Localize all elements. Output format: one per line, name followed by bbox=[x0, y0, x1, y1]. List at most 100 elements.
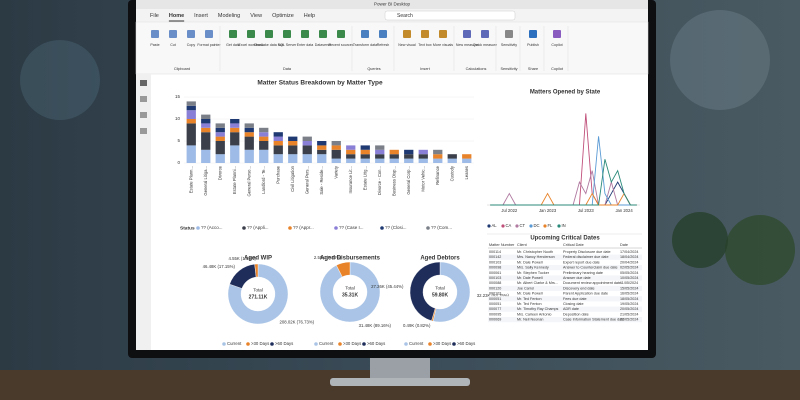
legend-label[interactable]: DC bbox=[534, 223, 540, 228]
ribbon-icon[interactable] bbox=[265, 30, 273, 38]
ribbon-button-label[interactable]: Sensitivity bbox=[501, 43, 517, 47]
nav-icon[interactable] bbox=[140, 128, 147, 134]
ribbon-icon[interactable] bbox=[301, 30, 309, 38]
menu-tab[interactable]: Home bbox=[169, 13, 184, 19]
ribbon-button-label[interactable]: OneLake data hub bbox=[254, 43, 284, 47]
bar-segment bbox=[201, 149, 211, 163]
nav-icon[interactable] bbox=[140, 80, 147, 86]
ribbon-button-label[interactable]: Refresh bbox=[377, 43, 390, 47]
ribbon-button-label[interactable]: Excel workbook bbox=[238, 43, 263, 47]
menu-tab[interactable]: File bbox=[150, 13, 159, 19]
ribbon-button-label[interactable]: Text box bbox=[418, 43, 432, 47]
menu-tab[interactable]: Help bbox=[304, 13, 315, 19]
bar-segment bbox=[331, 145, 341, 150]
column-header[interactable]: Critical Date bbox=[563, 243, 584, 247]
ribbon-icon[interactable] bbox=[229, 30, 237, 38]
chart-title: Matter Status Breakdown by Matter Type bbox=[257, 80, 383, 87]
ribbon-button-label[interactable]: Get data bbox=[226, 43, 240, 47]
legend-marker bbox=[557, 224, 561, 228]
x-tick-label: Leases bbox=[464, 166, 469, 180]
table-cell: 000088 bbox=[489, 281, 501, 285]
legend-label[interactable]: CA bbox=[506, 223, 512, 228]
table-cell: 19/05/2024 bbox=[620, 302, 638, 306]
bar-segment bbox=[259, 141, 269, 150]
bar-segment bbox=[259, 132, 269, 137]
ribbon-button-label[interactable]: Recent sources bbox=[329, 43, 354, 47]
legend-label[interactable]: >60 Days bbox=[275, 341, 293, 346]
ribbon-icon[interactable] bbox=[505, 30, 513, 38]
ribbon-button-label[interactable]: Copy bbox=[187, 43, 196, 47]
bar-segment bbox=[186, 110, 196, 119]
column-header[interactable]: Matter Number bbox=[489, 243, 515, 247]
legend-label[interactable]: >30 Days bbox=[251, 341, 269, 346]
search-box[interactable] bbox=[384, 10, 516, 21]
legend-label[interactable]: IN bbox=[562, 223, 566, 228]
legend-label[interactable]: ?? (Closi... bbox=[385, 225, 407, 230]
table-cell: Mr. Dale Powell bbox=[517, 292, 543, 296]
ribbon-button-label[interactable]: Quick measure bbox=[473, 43, 497, 47]
legend-label[interactable]: ?? (Case I... bbox=[339, 225, 364, 230]
legend-label[interactable]: >30 Days bbox=[343, 341, 361, 346]
ribbon-button-label[interactable]: Cut bbox=[170, 43, 176, 47]
ribbon-icon[interactable] bbox=[379, 30, 387, 38]
ribbon-icon[interactable] bbox=[403, 30, 411, 38]
ribbon-button-label[interactable]: New measure bbox=[456, 43, 478, 47]
data-label: 46.48K (17.15%) bbox=[203, 264, 236, 269]
legend-label[interactable]: Current bbox=[409, 341, 424, 346]
ribbon-icon[interactable] bbox=[361, 30, 369, 38]
ribbon-button-label[interactable]: Transform data bbox=[353, 43, 377, 47]
ribbon-icon[interactable] bbox=[529, 30, 537, 38]
ribbon-button-label[interactable]: SQL Server bbox=[278, 43, 297, 47]
legend-label[interactable]: CT bbox=[520, 223, 526, 228]
legend-label[interactable]: ?? (Com... bbox=[431, 225, 452, 230]
legend-marker bbox=[452, 342, 456, 346]
legend-label[interactable]: Current bbox=[227, 341, 242, 346]
ribbon-icon[interactable] bbox=[481, 30, 489, 38]
legend-label[interactable]: ?? (Appr... bbox=[293, 225, 314, 230]
legend-label[interactable]: Current bbox=[319, 341, 334, 346]
table-cell: 000103 bbox=[489, 292, 501, 296]
ribbon-button-label[interactable]: New visual bbox=[398, 43, 416, 47]
table-cell: ADR date bbox=[563, 307, 579, 311]
legend-label[interactable]: FL bbox=[548, 223, 554, 228]
bar-segment bbox=[259, 127, 269, 133]
legend-label[interactable]: AL bbox=[492, 223, 498, 228]
ribbon-icon[interactable] bbox=[187, 30, 195, 38]
nav-icon[interactable] bbox=[140, 96, 147, 102]
legend-label[interactable]: ?? (Acco... bbox=[201, 225, 223, 230]
ribbon-group-label: Data bbox=[283, 67, 292, 71]
bar-segment bbox=[186, 145, 196, 163]
ribbon-icon[interactable] bbox=[463, 30, 471, 38]
ribbon-button-label[interactable]: Publish bbox=[527, 43, 539, 47]
ribbon-icon[interactable] bbox=[319, 30, 327, 38]
legend-label[interactable]: >60 Days bbox=[367, 341, 385, 346]
ribbon-icon[interactable] bbox=[439, 30, 447, 38]
ribbon-button-label[interactable]: Enter data bbox=[297, 43, 314, 47]
menu-tab[interactable]: Modeling bbox=[218, 13, 240, 19]
table-cell: Mr. Ted Fenton bbox=[517, 297, 542, 301]
ribbon-icon[interactable] bbox=[337, 30, 345, 38]
column-header[interactable]: Client bbox=[517, 243, 528, 247]
ribbon-button-label[interactable]: Copilot bbox=[551, 43, 562, 47]
ribbon-icon[interactable] bbox=[421, 30, 429, 38]
legend-label[interactable]: >30 Days bbox=[433, 341, 451, 346]
ribbon-button-label[interactable]: Format painter bbox=[197, 43, 221, 47]
ribbon-icon[interactable] bbox=[169, 30, 177, 38]
menu-tab[interactable]: View bbox=[250, 13, 262, 19]
ribbon-icon[interactable] bbox=[151, 30, 159, 38]
legend-label[interactable]: >60 Days bbox=[457, 341, 475, 346]
ribbon-icon[interactable] bbox=[283, 30, 291, 38]
menu-tab[interactable]: Optimize bbox=[272, 13, 294, 19]
column-header[interactable]: Date bbox=[620, 243, 628, 247]
nav-icon[interactable] bbox=[140, 112, 147, 118]
menu-tab[interactable]: Insert bbox=[194, 13, 208, 19]
ribbon-icon[interactable] bbox=[247, 30, 255, 38]
ribbon-icon[interactable] bbox=[205, 30, 213, 38]
ribbon-button-label[interactable]: More visuals bbox=[433, 43, 453, 47]
bar-segment bbox=[447, 154, 457, 159]
ribbon-button-label[interactable]: Dataverse bbox=[315, 43, 331, 47]
legend-label[interactable]: ?? (Appli... bbox=[247, 225, 269, 230]
table-cell: Expert report due date bbox=[563, 260, 600, 264]
ribbon-button-label[interactable]: Paste bbox=[150, 43, 159, 47]
ribbon-icon[interactable] bbox=[553, 30, 561, 38]
